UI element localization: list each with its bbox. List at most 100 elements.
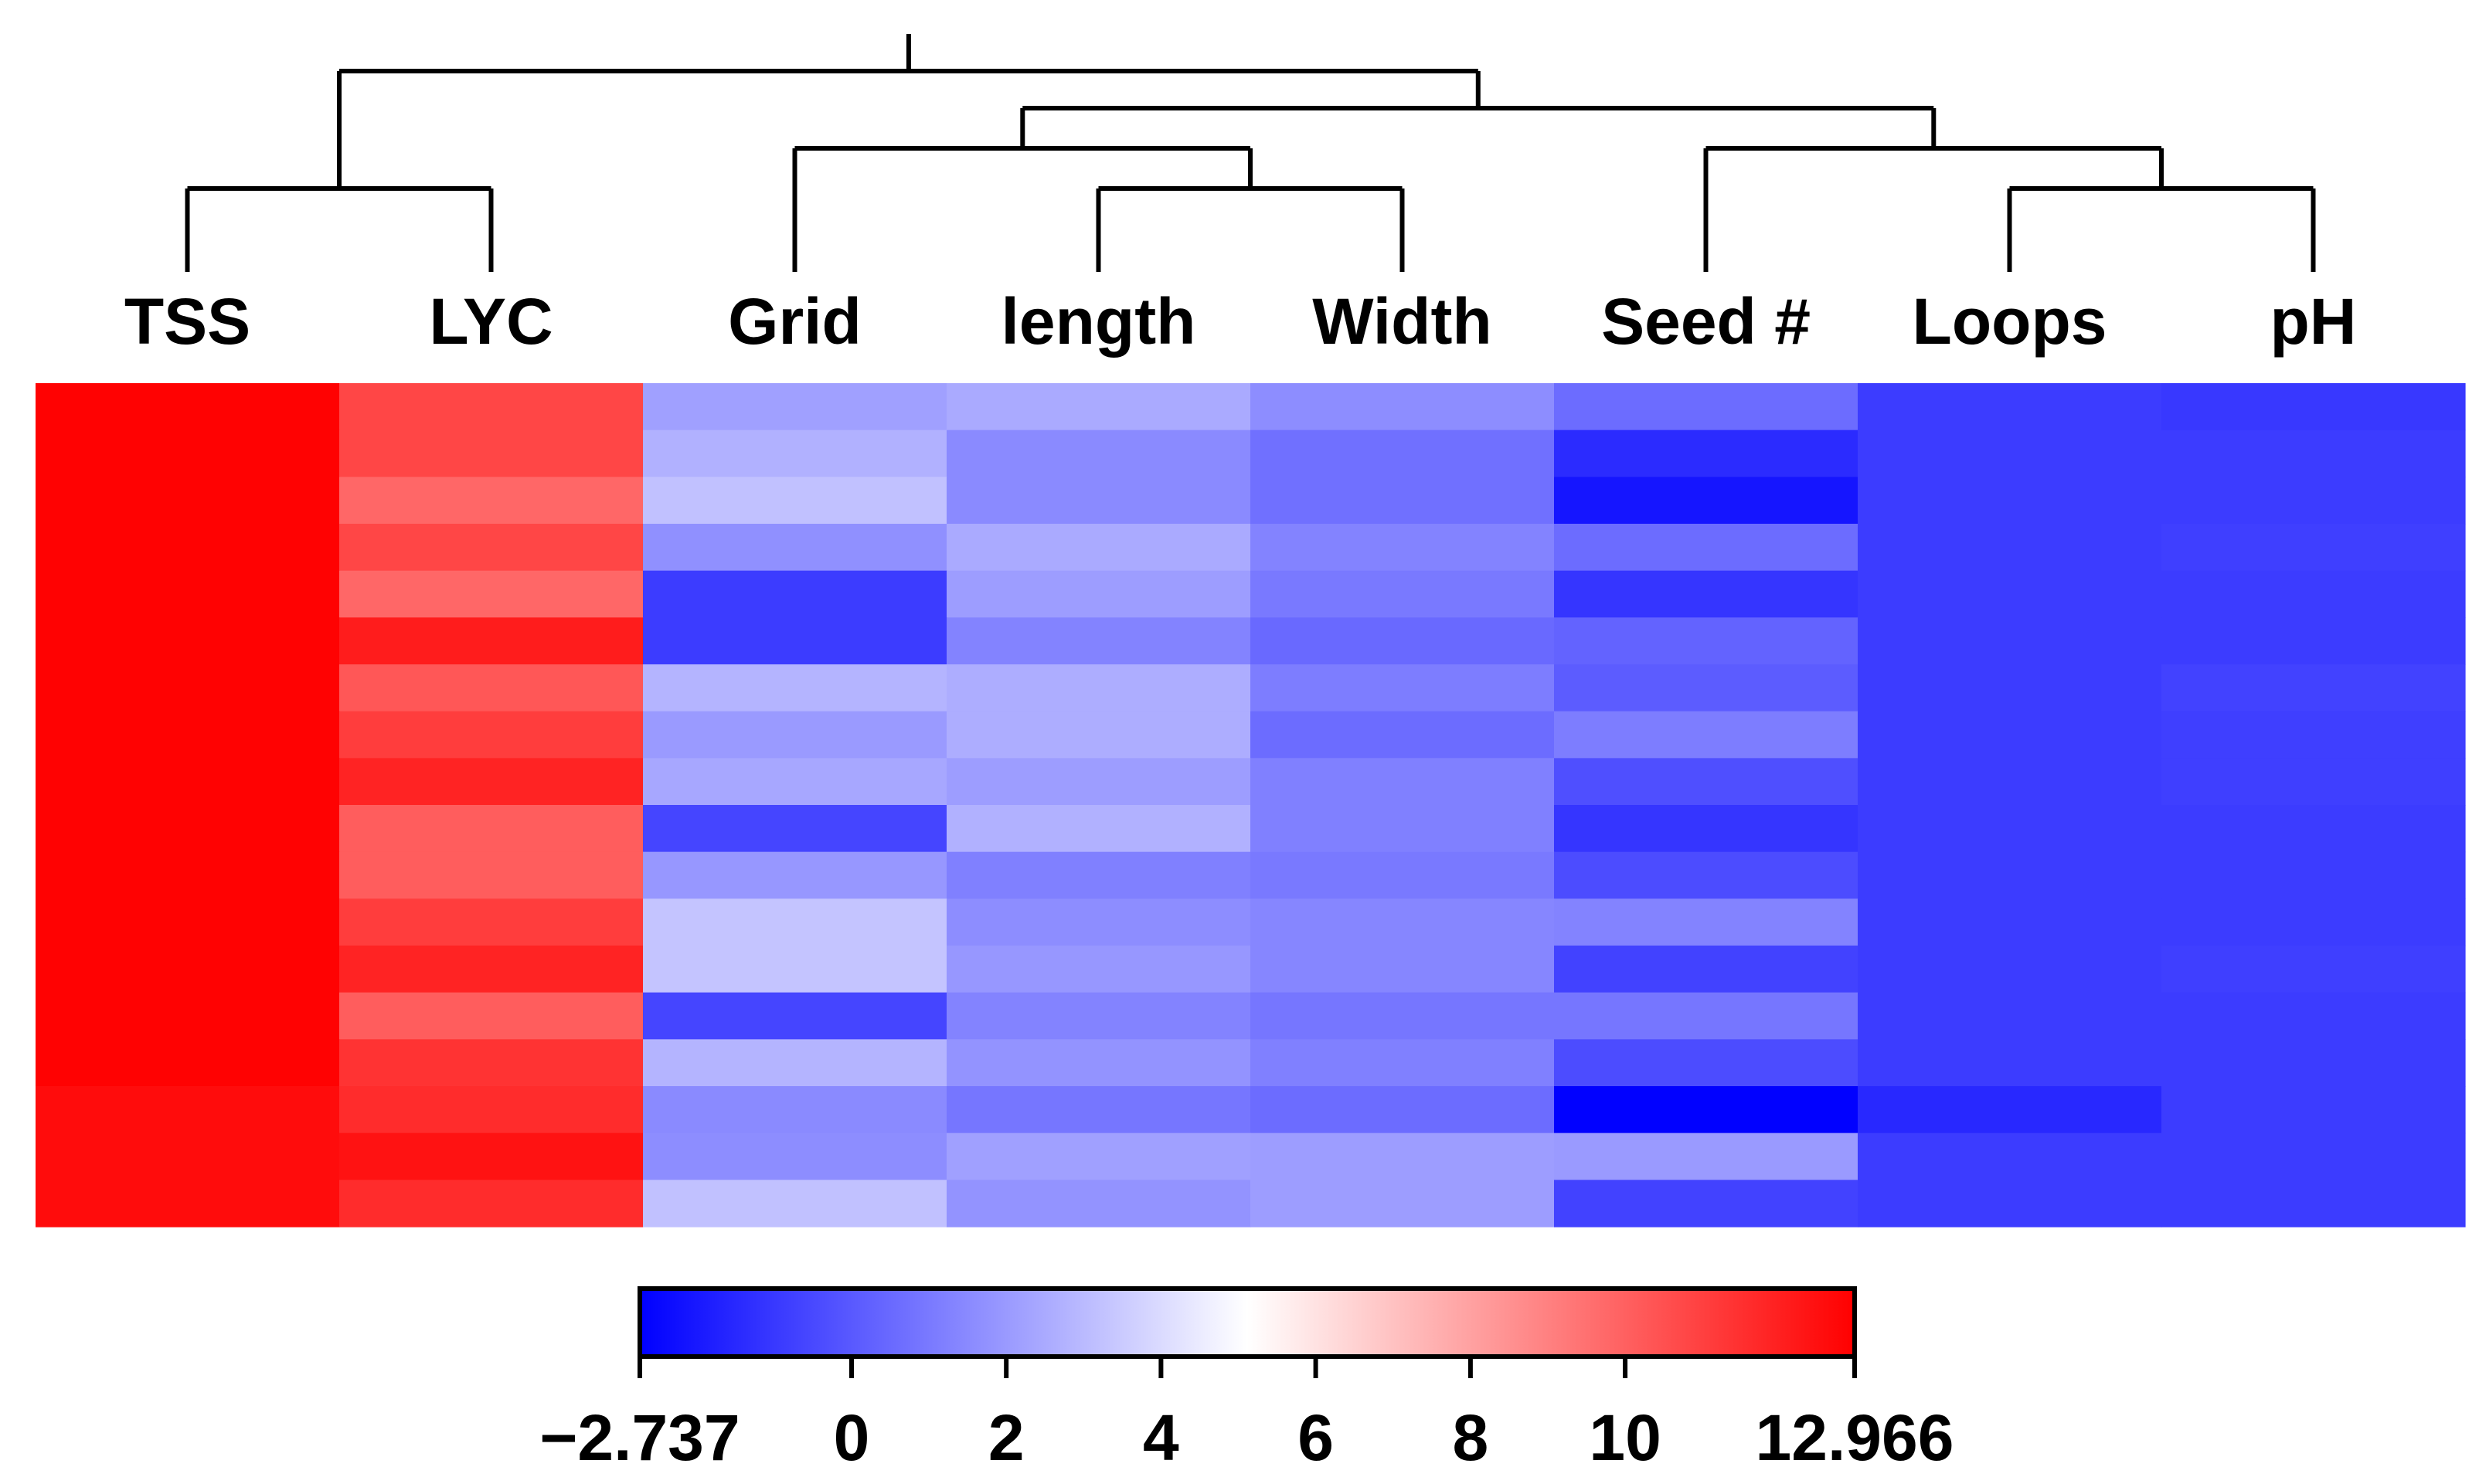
heatmap-cell [1250, 570, 1555, 618]
heatmap-cell [947, 524, 1251, 572]
heatmap-cell [36, 570, 340, 618]
heatmap-cell [1554, 383, 1858, 431]
heatmap-cell [36, 1039, 340, 1087]
heatmap-cell [643, 992, 947, 1040]
column-label: Loops [1913, 285, 2107, 358]
heatmap-cell [1858, 851, 2162, 899]
heatmap-cell [947, 477, 1251, 525]
heatmap-cell [1858, 946, 2162, 993]
heatmap-cell [2161, 383, 2466, 431]
heatmap-cell [1250, 1039, 1555, 1087]
heatmap-cell [1250, 898, 1555, 946]
colorbar-tick-label: 6 [1297, 1401, 1334, 1474]
heatmap-cell [643, 524, 947, 572]
heatmap-cell [1250, 946, 1555, 993]
heatmap-cell [947, 758, 1251, 806]
heatmap-cell [2161, 711, 2466, 759]
heatmap-cell [36, 992, 340, 1040]
heatmap-cell [36, 383, 340, 431]
heatmap-cell [947, 1039, 1251, 1087]
heatmap-cell [1250, 1086, 1555, 1134]
heatmap-cell [947, 711, 1251, 759]
heatmap-cell [339, 992, 644, 1040]
column-label: LYC [429, 285, 553, 358]
column-labels: TSS LYC Grid length Width Seed # Loops pH [124, 285, 2357, 358]
color-key: −2.737 0 2 4 6 8 10 12.966 [539, 1286, 1954, 1474]
heatmap-cell [1858, 477, 2162, 525]
heatmap-cell [339, 570, 644, 618]
heatmap-cell [2161, 992, 2466, 1040]
heatmap-cell [339, 898, 644, 946]
heatmap-cell [36, 851, 340, 899]
heatmap-cell [36, 664, 340, 712]
heatmap-cell [339, 758, 644, 806]
heatmap-cell [1858, 383, 2162, 431]
heatmap-cell [643, 1086, 947, 1134]
heatmap-cell [947, 1086, 1251, 1134]
colorbar-tick-label: 2 [988, 1401, 1025, 1474]
heatmap-cell [1554, 1180, 1858, 1228]
heatmap-cell [947, 851, 1251, 899]
heatmap-cell [339, 524, 644, 572]
heatmap-cell [643, 477, 947, 525]
heatmap-cell [339, 1180, 644, 1228]
heatmap-cell [2161, 851, 2466, 899]
heatmap-cell [1554, 805, 1858, 853]
heatmap-cell [643, 1039, 947, 1087]
heatmap-cell [947, 430, 1251, 477]
heatmap-cell [2161, 524, 2466, 572]
heatmap-cell [1250, 1133, 1555, 1180]
heatmap-cell [36, 946, 340, 993]
heatmap-cell [339, 383, 644, 431]
heatmap-cell [2161, 805, 2466, 853]
heatmap-cell [947, 805, 1251, 853]
heatmap-cell [339, 430, 644, 477]
heatmap-cell [1858, 617, 2162, 665]
heatmap-cell [1554, 1086, 1858, 1134]
heatmap-cell [1250, 992, 1555, 1040]
heatmap-cell [1554, 1039, 1858, 1087]
heatmap-cell [947, 946, 1251, 993]
heatmap-cell [339, 1133, 644, 1180]
heatmap-cell [36, 617, 340, 665]
heatmap-cell [36, 1180, 340, 1228]
heatmap-cell [1250, 758, 1555, 806]
heatmap-cell [1554, 711, 1858, 759]
column-label: Grid [728, 285, 862, 358]
heatmap-cell [947, 664, 1251, 712]
heatmap-cell [1858, 758, 2162, 806]
heatmap-cell [1250, 477, 1555, 525]
heatmap-cell [643, 898, 947, 946]
heatmap-cell [1858, 1086, 2162, 1134]
heatmap-cell [339, 617, 644, 665]
column-label: length [1001, 285, 1196, 358]
heatmap-cell [643, 851, 947, 899]
heatmap-cell [36, 430, 340, 477]
colorbar-gradient [638, 1286, 1857, 1359]
heatmap-cell [947, 992, 1251, 1040]
heatmap-cell [2161, 664, 2466, 712]
heatmap-cell [1858, 570, 2162, 618]
heatmap-cell [1858, 524, 2162, 572]
heatmap-cell [36, 711, 340, 759]
heatmap-cell [339, 851, 644, 899]
heatmap-cell [2161, 570, 2466, 618]
heatmap-cell [2161, 1133, 2466, 1180]
heatmap-cell [339, 664, 644, 712]
colorbar-ticks: −2.737 0 2 4 6 8 10 12.966 [539, 1357, 1954, 1474]
heatmap-cell [1554, 430, 1858, 477]
heatmap-cell [1858, 898, 2162, 946]
heatmap-cell [1250, 805, 1555, 853]
heatmap-cell [339, 477, 644, 525]
heatmap-cell [1858, 430, 2162, 477]
column-dendrogram [185, 34, 2316, 272]
heatmap-cell [2161, 946, 2466, 993]
heatmap-cell [1250, 524, 1555, 572]
heatmap-cell [643, 946, 947, 993]
heatmap-cell [36, 1133, 340, 1180]
heatmap-cell [1250, 383, 1555, 431]
heatmap-cell [339, 946, 644, 993]
heatmap-cell [1250, 664, 1555, 712]
colorbar-tick-label: 0 [834, 1401, 870, 1474]
